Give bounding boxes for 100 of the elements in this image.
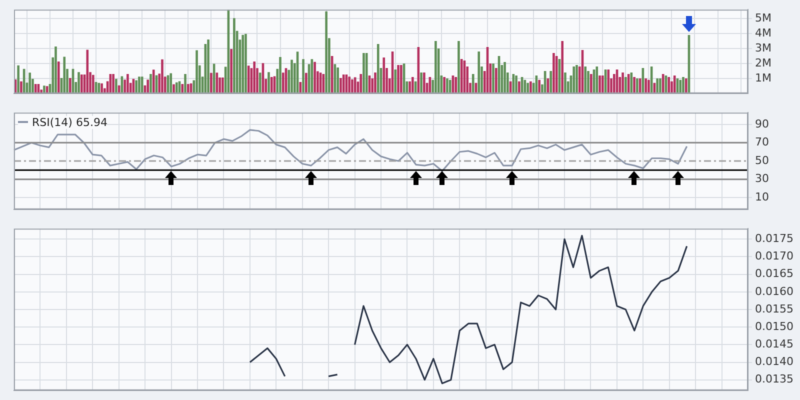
bar (233, 18, 236, 94)
bar (181, 84, 184, 94)
bar (492, 63, 494, 94)
bar (253, 62, 256, 94)
bar (682, 76, 684, 94)
bar (360, 74, 362, 94)
bar (454, 76, 457, 94)
y-tick-label: 0.0155 (755, 302, 794, 316)
bar (54, 46, 57, 94)
y-tick-label: 0.0160 (755, 284, 794, 298)
bar (598, 75, 601, 94)
bar (20, 81, 22, 94)
bar (397, 64, 400, 94)
bar (210, 72, 212, 94)
bar (150, 74, 152, 94)
bar (423, 72, 426, 94)
bar (412, 76, 414, 94)
bar (376, 44, 380, 94)
bar (112, 74, 114, 94)
bar (196, 50, 198, 94)
bar (515, 75, 518, 94)
bar (607, 69, 610, 94)
y-tick-label: 0.0170 (755, 250, 794, 263)
bar (601, 75, 604, 94)
bar (92, 74, 94, 94)
bar (86, 50, 89, 94)
bar (222, 78, 224, 94)
bar (17, 65, 20, 94)
bar (230, 48, 232, 94)
bar (530, 81, 532, 94)
bar (446, 78, 448, 94)
bar (561, 41, 564, 94)
bar (28, 72, 31, 94)
bar (100, 83, 103, 94)
bar (152, 70, 155, 94)
bar (659, 78, 662, 94)
bar (68, 78, 72, 94)
bar (538, 80, 540, 94)
bar (587, 70, 590, 94)
y-tick-label: 1M (755, 71, 772, 84)
bar (305, 72, 308, 94)
bar (46, 86, 48, 94)
bar (172, 84, 175, 94)
bar (80, 74, 83, 94)
bar (126, 74, 129, 94)
bar (552, 52, 555, 94)
bar (408, 81, 411, 94)
bar (351, 79, 354, 94)
bar (175, 82, 178, 94)
bar (258, 72, 262, 94)
bar (633, 76, 636, 94)
bar (656, 78, 658, 94)
bar (362, 52, 365, 94)
bar (472, 74, 474, 94)
bar (170, 73, 172, 94)
y-tick-label: 0.0145 (755, 338, 794, 351)
bar (365, 52, 368, 94)
bar (78, 72, 80, 94)
y-tick-label: 90 (755, 117, 769, 130)
legend-label: RSI(14) 65.94 (32, 116, 108, 129)
bar (596, 66, 598, 94)
bar (57, 62, 60, 94)
bar (146, 80, 149, 94)
y-tick-label: 30 (755, 172, 769, 186)
bar (590, 74, 592, 94)
y-tick-label: 0.0140 (755, 355, 794, 368)
bar (684, 78, 688, 94)
y-tick-label: 0.0150 (755, 320, 794, 333)
bar (340, 78, 342, 94)
y-tick-label: 3M (755, 41, 772, 54)
bar (186, 84, 190, 94)
y-tick-label: 2M (755, 56, 772, 70)
bar (336, 68, 339, 94)
bar (668, 76, 670, 94)
y-tick-label: 50 (755, 154, 769, 167)
bar (43, 86, 46, 94)
bar (138, 76, 140, 94)
bar (244, 34, 247, 94)
bar (207, 40, 210, 94)
bar (290, 60, 293, 94)
bar (382, 57, 386, 94)
bar (504, 62, 506, 94)
bar (115, 78, 118, 94)
bar (184, 74, 186, 94)
bar (636, 78, 638, 94)
bar (161, 59, 164, 94)
y-tick-label: 0.0165 (755, 267, 794, 280)
bar (314, 62, 316, 94)
bar (648, 80, 650, 94)
bar (434, 41, 437, 94)
bar (478, 52, 480, 94)
bar (270, 76, 273, 94)
y-tick-label: 10 (755, 190, 769, 204)
y-tick-label: 4M (755, 26, 772, 40)
bar (348, 76, 350, 94)
y-tick-label: 0.0175 (755, 232, 794, 246)
bar (550, 70, 552, 94)
y-tick-label: 70 (755, 136, 769, 149)
bar (279, 57, 282, 94)
bar (673, 75, 676, 94)
